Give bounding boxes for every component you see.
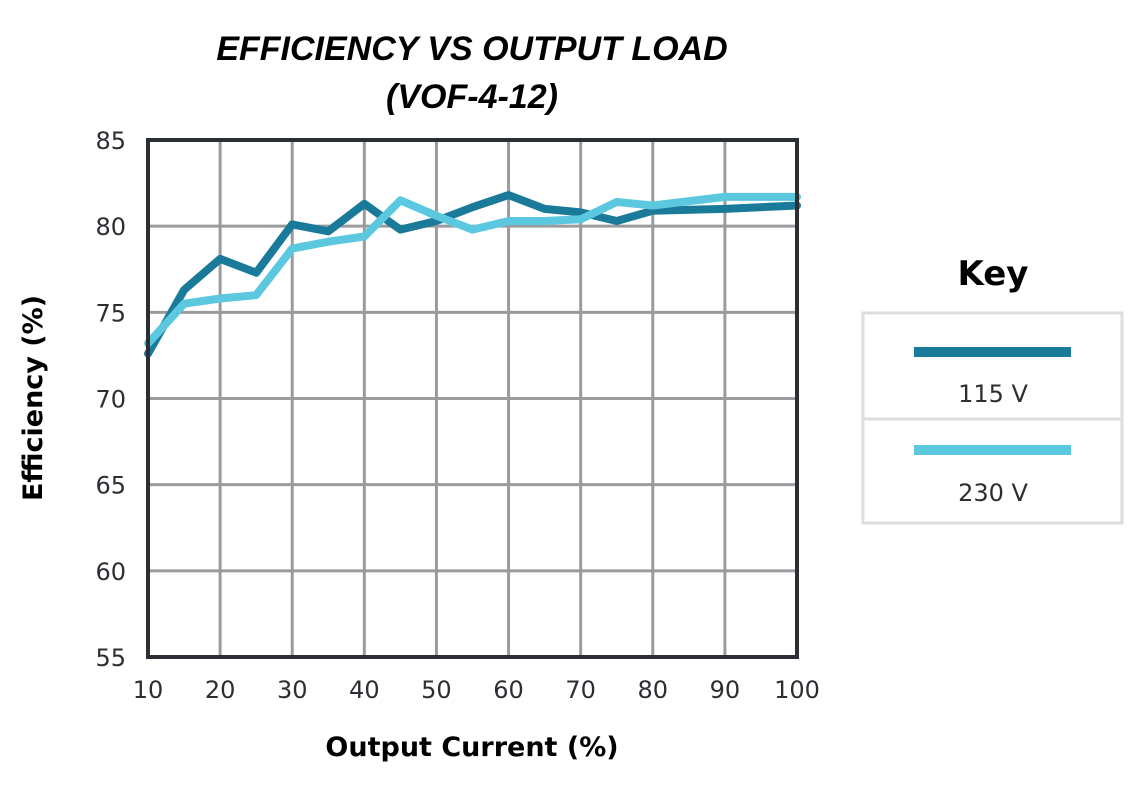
x-tick-label: 100 bbox=[774, 676, 820, 704]
x-tick-label: 80 bbox=[638, 676, 669, 704]
legend-label-115v: 115 V bbox=[958, 380, 1028, 408]
x-tick-label: 10 bbox=[133, 676, 164, 704]
x-tick-label: 60 bbox=[493, 676, 524, 704]
y-tick-label: 60 bbox=[95, 558, 126, 586]
x-tick-label: 30 bbox=[277, 676, 308, 704]
y-tick-label: 80 bbox=[95, 213, 126, 241]
x-tick-labels: 10 20 30 40 50 60 70 80 90 100 bbox=[133, 676, 820, 704]
series-layer bbox=[144, 191, 801, 358]
x-tick-label: 20 bbox=[205, 676, 236, 704]
x-tick-label: 90 bbox=[710, 676, 741, 704]
chart-title: EFFICIENCY VS OUTPUT LOAD bbox=[216, 30, 727, 68]
plot-frame bbox=[146, 138, 799, 659]
legend-label-230v: 230 V bbox=[958, 479, 1028, 507]
legend: Key 115 V 230 V bbox=[861, 254, 1124, 525]
y-axis-label: Efficiency (%) bbox=[18, 295, 49, 501]
y-tick-label: 85 bbox=[95, 127, 126, 155]
y-tick-label: 75 bbox=[95, 299, 126, 327]
legend-title: Key bbox=[958, 254, 1029, 294]
chart-subtitle: (VOF-4-12) bbox=[386, 78, 558, 116]
y-tick-label: 55 bbox=[95, 644, 126, 672]
x-tick-label: 50 bbox=[421, 676, 452, 704]
series-line-230v bbox=[144, 192, 801, 348]
series-line-115v bbox=[144, 191, 801, 358]
grid bbox=[146, 138, 799, 659]
x-tick-label: 40 bbox=[349, 676, 380, 704]
y-tick-label: 65 bbox=[95, 472, 126, 500]
x-tick-label: 70 bbox=[565, 676, 596, 704]
y-tick-labels: 55 60 65 70 75 80 85 bbox=[95, 127, 126, 672]
y-tick-label: 70 bbox=[95, 386, 126, 414]
x-axis-label: Output Current (%) bbox=[325, 732, 618, 763]
